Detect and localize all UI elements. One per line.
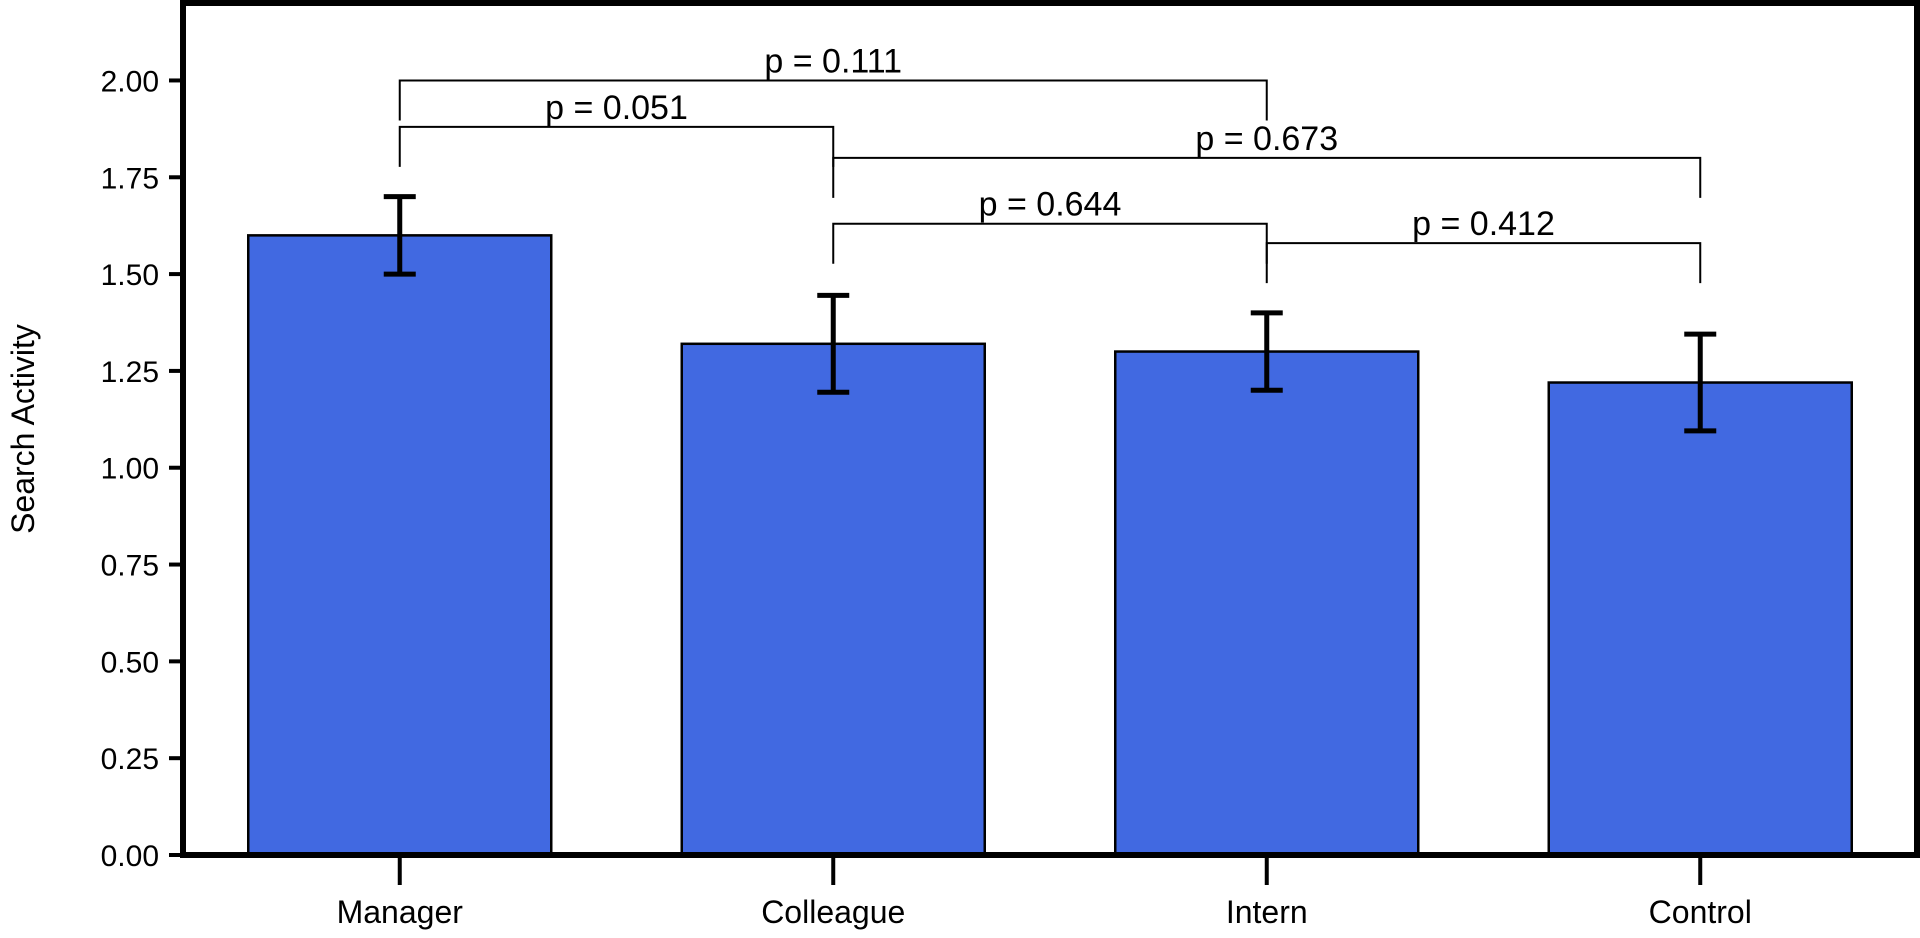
y-tick-label: 0.25: [101, 743, 159, 776]
x-tick-label: Manager: [337, 894, 464, 930]
y-tick-label: 0.00: [101, 840, 159, 873]
y-axis-label: Search Activity: [5, 324, 41, 534]
x-axis: Manager Colleague Intern Control: [337, 855, 1752, 930]
bracket-line: [398, 125, 835, 167]
significance-bracket: p = 0.111: [398, 42, 1268, 121]
y-tick-label: 2.00: [101, 65, 159, 98]
p-value-label: p = 0.644: [979, 186, 1122, 224]
x-tick-label: Intern: [1226, 894, 1308, 930]
x-tick-label: Control: [1649, 894, 1752, 930]
bar-control: [1547, 381, 1853, 857]
y-tick-label: 1.50: [101, 259, 159, 292]
bar-intern: [1114, 350, 1420, 857]
error-bar-intern: [1250, 310, 1283, 393]
p-value-label: p = 0.673: [1195, 120, 1338, 158]
significance-bracket: p = 0.412: [1265, 205, 1702, 284]
significance-bracket: p = 0.673: [832, 120, 1702, 198]
y-tick-label: 1.00: [101, 453, 159, 486]
bracket-line: [832, 156, 1702, 198]
significance-bracket: p = 0.644: [832, 186, 1268, 264]
y-tick-label: 0.75: [101, 550, 159, 583]
y-tick-label: 1.25: [101, 356, 159, 389]
y-axis: 0.00 0.25 0.50 0.75 1.00 1.25 1.50 1.75 2.00: [101, 65, 183, 873]
bracket-line: [832, 222, 1268, 264]
p-value-label: p = 0.051: [545, 89, 688, 127]
p-value-label: p = 0.111: [764, 42, 902, 80]
error-bar-colleague: [817, 292, 850, 395]
y-tick-label: 0.50: [101, 646, 159, 679]
bar-manager: [247, 234, 553, 857]
x-tick-label: Colleague: [761, 894, 905, 930]
error-bars-layer: [383, 194, 1717, 434]
bars-layer: [247, 234, 1853, 857]
bracket-line: [398, 79, 1268, 121]
significance-bracket: p = 0.051: [398, 89, 835, 167]
error-bar-control: [1684, 331, 1717, 434]
y-tick-label: 1.75: [101, 162, 159, 195]
bracket-line: [1265, 242, 1702, 284]
plot-frame: [180, 0, 1920, 858]
p-value-label: p = 0.412: [1412, 205, 1555, 243]
significance-brackets-layer: p = 0.111 p = 0.051 p = 0.673 p = 0.644 p = …: [398, 42, 1702, 284]
bar-colleague: [680, 342, 986, 857]
error-bar-manager: [383, 194, 416, 277]
